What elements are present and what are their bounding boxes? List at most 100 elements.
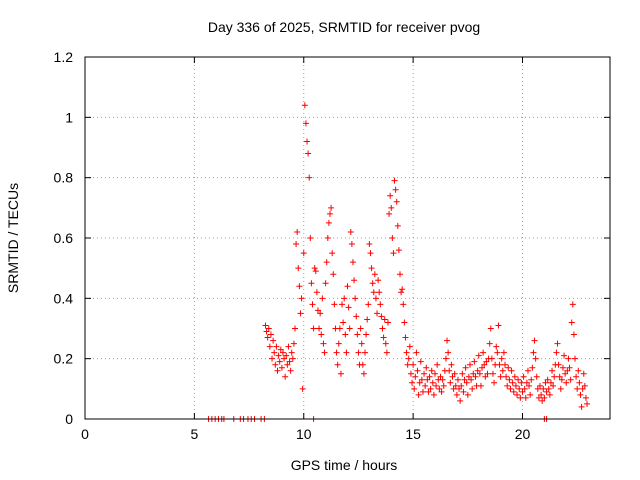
data-point [458, 382, 465, 389]
data-point [469, 385, 476, 392]
x-tick-label: 15 [405, 426, 421, 442]
data-point [572, 355, 578, 362]
data-point [509, 379, 516, 386]
y-tick-label: 0.8 [54, 170, 74, 186]
data-point [534, 385, 541, 392]
data-point [540, 385, 547, 392]
data-point [266, 343, 273, 350]
data-point [532, 355, 539, 362]
data-point [405, 355, 412, 362]
data-point [392, 186, 399, 193]
data-point [312, 268, 319, 275]
data-point [344, 283, 351, 290]
data-point [288, 349, 295, 356]
data-point [514, 391, 521, 398]
data-point [503, 373, 510, 380]
grid-layer [85, 57, 610, 419]
data-point [457, 397, 464, 404]
data-point [577, 391, 584, 398]
data-point [339, 301, 346, 308]
data-point [426, 373, 433, 380]
data-point [416, 379, 423, 386]
data-point [465, 373, 472, 380]
data-point [369, 280, 376, 287]
data-point [295, 265, 302, 272]
data-point [507, 385, 514, 392]
data-point [317, 310, 324, 317]
data-point [314, 307, 321, 314]
data-point [541, 394, 548, 401]
data-point [351, 277, 358, 284]
data-point [325, 219, 332, 226]
data-point [347, 228, 354, 235]
data-point [451, 370, 458, 377]
data-point [267, 331, 274, 338]
data-point [544, 376, 551, 383]
data-point [362, 349, 368, 356]
data-point [424, 376, 431, 383]
data-point [483, 358, 490, 365]
data-point [308, 280, 315, 287]
data-point [406, 343, 413, 350]
data-point [289, 355, 296, 362]
data-point [553, 349, 560, 356]
data-point [262, 322, 269, 329]
data-point [497, 373, 504, 380]
data-point [421, 370, 428, 377]
data-point [300, 250, 307, 257]
data-point [299, 385, 306, 392]
data-point [285, 343, 292, 350]
data-point [516, 385, 523, 392]
data-point [487, 325, 494, 332]
data-point [584, 400, 591, 407]
data-point [394, 222, 401, 229]
data-point [523, 379, 530, 386]
data-point [297, 310, 304, 317]
data-point [578, 403, 585, 410]
data-point [413, 349, 420, 356]
data-point [400, 301, 407, 308]
data-point [311, 265, 318, 272]
data-point [301, 102, 308, 109]
data-point [436, 385, 443, 392]
data-point [270, 337, 277, 344]
data-point [264, 334, 271, 341]
data-point [580, 370, 587, 377]
data-point [269, 355, 276, 362]
data-point [488, 355, 495, 362]
data-point [327, 210, 333, 217]
data-point [480, 349, 487, 356]
data-point [481, 361, 488, 368]
data-point [322, 280, 329, 287]
data-point [324, 235, 331, 241]
data-point [422, 382, 429, 389]
data-point [434, 361, 441, 368]
data-point [442, 355, 449, 362]
data-point [354, 331, 361, 338]
data-point [502, 361, 508, 368]
data-point [345, 304, 352, 311]
data-point [551, 373, 558, 380]
data-point [331, 301, 338, 308]
data-point [430, 391, 437, 398]
data-point [517, 394, 524, 401]
data-point [456, 385, 463, 392]
data-point [427, 385, 434, 392]
data-point [573, 373, 580, 380]
data-point [470, 370, 477, 377]
data-point [472, 373, 479, 380]
data-point [537, 382, 543, 389]
data-point [531, 337, 538, 344]
data-point [463, 379, 470, 386]
data-point [384, 319, 391, 326]
data-point [407, 370, 414, 377]
data-point [307, 235, 314, 241]
data-point [449, 373, 456, 380]
data-point [391, 177, 398, 184]
data-point [570, 331, 577, 338]
data-point [437, 373, 444, 380]
data-point [404, 361, 411, 368]
data-point [526, 382, 533, 389]
data-point [565, 355, 572, 362]
